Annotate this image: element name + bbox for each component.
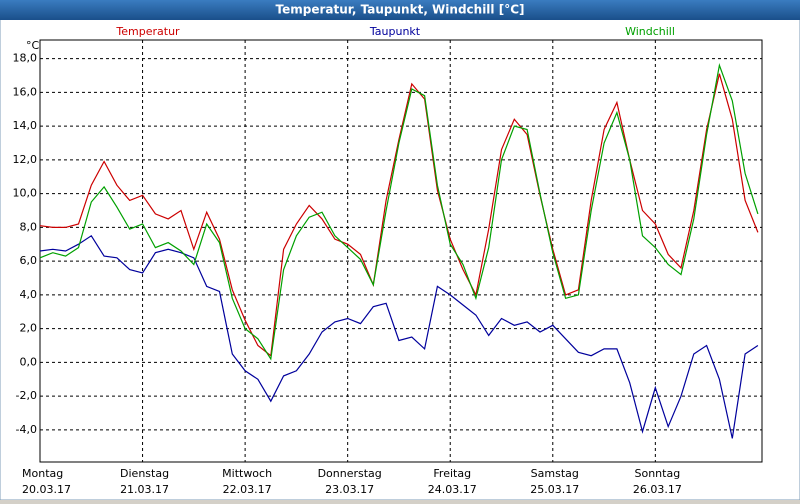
series-line (39, 234, 759, 439)
x-tick-date: 22.03.17 (223, 483, 272, 496)
y-tick-label: 16,0 (13, 85, 38, 98)
x-tick-label: Freitag (433, 467, 471, 480)
x-tick-date: 26.03.17 (633, 483, 682, 496)
x-tick-label: Donnerstag (318, 467, 382, 480)
x-tick-label: Samstag (531, 467, 579, 480)
y-tick-label: 14,0 (13, 119, 38, 132)
y-tick-label: 18,0 (13, 52, 38, 65)
x-tick-label: Montag (22, 467, 63, 480)
chart-title: Temperatur, Taupunkt, Windchill [°C] (276, 3, 525, 17)
x-tick-date: 21.03.17 (120, 483, 169, 496)
x-tick-date: 24.03.17 (428, 483, 477, 496)
x-tick-label: Dienstag (120, 467, 169, 480)
y-tick-label: 8,0 (20, 220, 38, 233)
x-tick-date: 25.03.17 (530, 483, 579, 496)
series-line (39, 63, 759, 361)
title-bar (0, 0, 800, 20)
x-tick-date: 20.03.17 (22, 483, 71, 496)
y-tick-label: 10,0 (13, 187, 38, 200)
x-tick-label: Sonntag (634, 467, 680, 480)
series-line (39, 73, 759, 357)
x-tick-date: 23.03.17 (325, 483, 374, 496)
y-tick-label: 6,0 (20, 254, 38, 267)
y-tick-label: 0,0 (20, 355, 38, 368)
legend-label: Windchill (625, 25, 675, 38)
y-tick-label: 12,0 (13, 153, 38, 166)
y-tick-label: 2,0 (20, 322, 38, 335)
y-tick-label: -2,0 (16, 389, 37, 402)
y-tick-label: -4,0 (16, 423, 37, 436)
y-unit: °C (26, 39, 40, 52)
legend-label: Taupunkt (369, 25, 421, 38)
y-tick-label: 4,0 (20, 288, 38, 301)
x-tick-label: Mittwoch (222, 467, 272, 480)
legend-label: Temperatur (115, 25, 180, 38)
